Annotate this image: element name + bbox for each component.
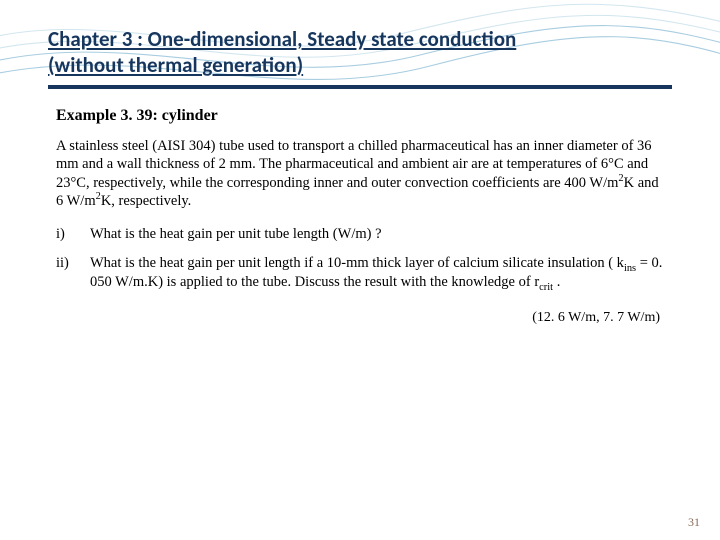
chapter-title-line1: Chapter 3 : One-dimensional, Steady stat…	[48, 26, 516, 52]
page-number: 31	[688, 515, 700, 530]
question-marker: ii)	[56, 254, 90, 292]
question-text: What is the heat gain per unit tube leng…	[90, 225, 664, 244]
chapter-title: Chapter 3 : One-dimensional, Steady stat…	[48, 26, 672, 79]
slide-content: Chapter 3 : One-dimensional, Steady stat…	[0, 0, 720, 326]
example-heading: Example 3. 39: cylinder	[56, 107, 672, 125]
answers-line: (12. 6 W/m, 7. 7 W/m)	[48, 310, 660, 326]
problem-statement: A stainless steel (AISI 304) tube used t…	[56, 137, 664, 211]
chapter-title-line2: (without thermal generation)	[48, 52, 303, 78]
title-underline-rule	[48, 85, 672, 89]
question-marker: i)	[56, 225, 90, 244]
question-text: What is the heat gain per unit length if…	[90, 254, 664, 292]
question-item: i)What is the heat gain per unit tube le…	[56, 225, 664, 244]
question-item: ii)What is the heat gain per unit length…	[56, 254, 664, 292]
question-list: i)What is the heat gain per unit tube le…	[56, 225, 664, 292]
